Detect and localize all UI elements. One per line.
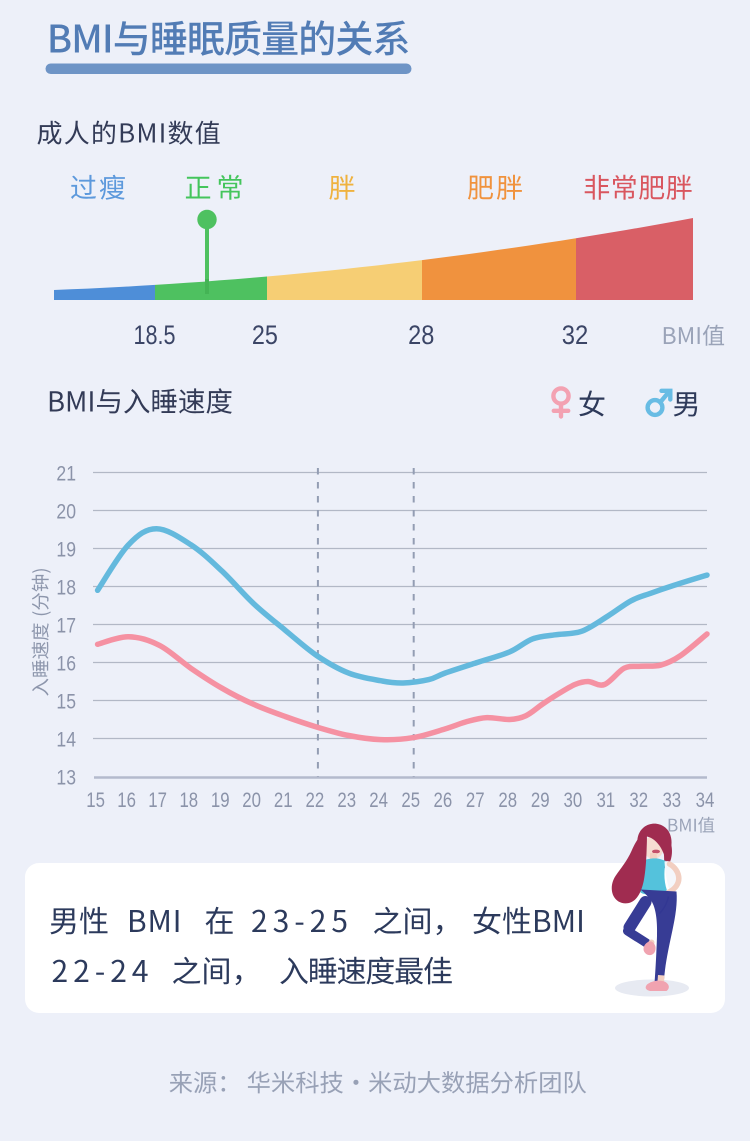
svg-text:18.5: 18.5 — [134, 320, 176, 350]
svg-text:22: 22 — [306, 788, 325, 812]
svg-text:28: 28 — [498, 788, 517, 812]
svg-text:19: 19 — [56, 537, 76, 561]
svg-text:26: 26 — [434, 788, 453, 812]
svg-text:21: 21 — [56, 461, 76, 485]
svg-text:21: 21 — [274, 788, 293, 812]
svg-text:18: 18 — [179, 788, 198, 812]
svg-text:18: 18 — [56, 575, 76, 599]
svg-text:16: 16 — [117, 788, 136, 812]
svg-text:19: 19 — [211, 788, 230, 812]
svg-text:33: 33 — [662, 788, 681, 812]
svg-text:32: 32 — [629, 788, 648, 812]
svg-text:14: 14 — [56, 727, 76, 751]
svg-text:25: 25 — [401, 788, 420, 812]
svg-text:34: 34 — [696, 788, 715, 812]
svg-text:27: 27 — [466, 788, 485, 812]
svg-text:20: 20 — [242, 788, 261, 812]
svg-text:23: 23 — [337, 788, 356, 812]
svg-text:17: 17 — [148, 788, 167, 812]
svg-text:17: 17 — [56, 613, 76, 637]
svg-text:16: 16 — [56, 651, 76, 675]
svg-text:31: 31 — [596, 788, 615, 812]
svg-text:25: 25 — [252, 320, 278, 350]
svg-text:24: 24 — [369, 788, 388, 812]
svg-text:30: 30 — [564, 788, 583, 812]
svg-text:15: 15 — [86, 788, 105, 812]
svg-text:32: 32 — [562, 320, 589, 350]
svg-text:15: 15 — [56, 689, 76, 713]
svg-text:29: 29 — [531, 788, 550, 812]
svg-text:13: 13 — [56, 765, 76, 789]
svg-text:28: 28 — [408, 320, 434, 350]
svg-text:20: 20 — [56, 499, 76, 523]
